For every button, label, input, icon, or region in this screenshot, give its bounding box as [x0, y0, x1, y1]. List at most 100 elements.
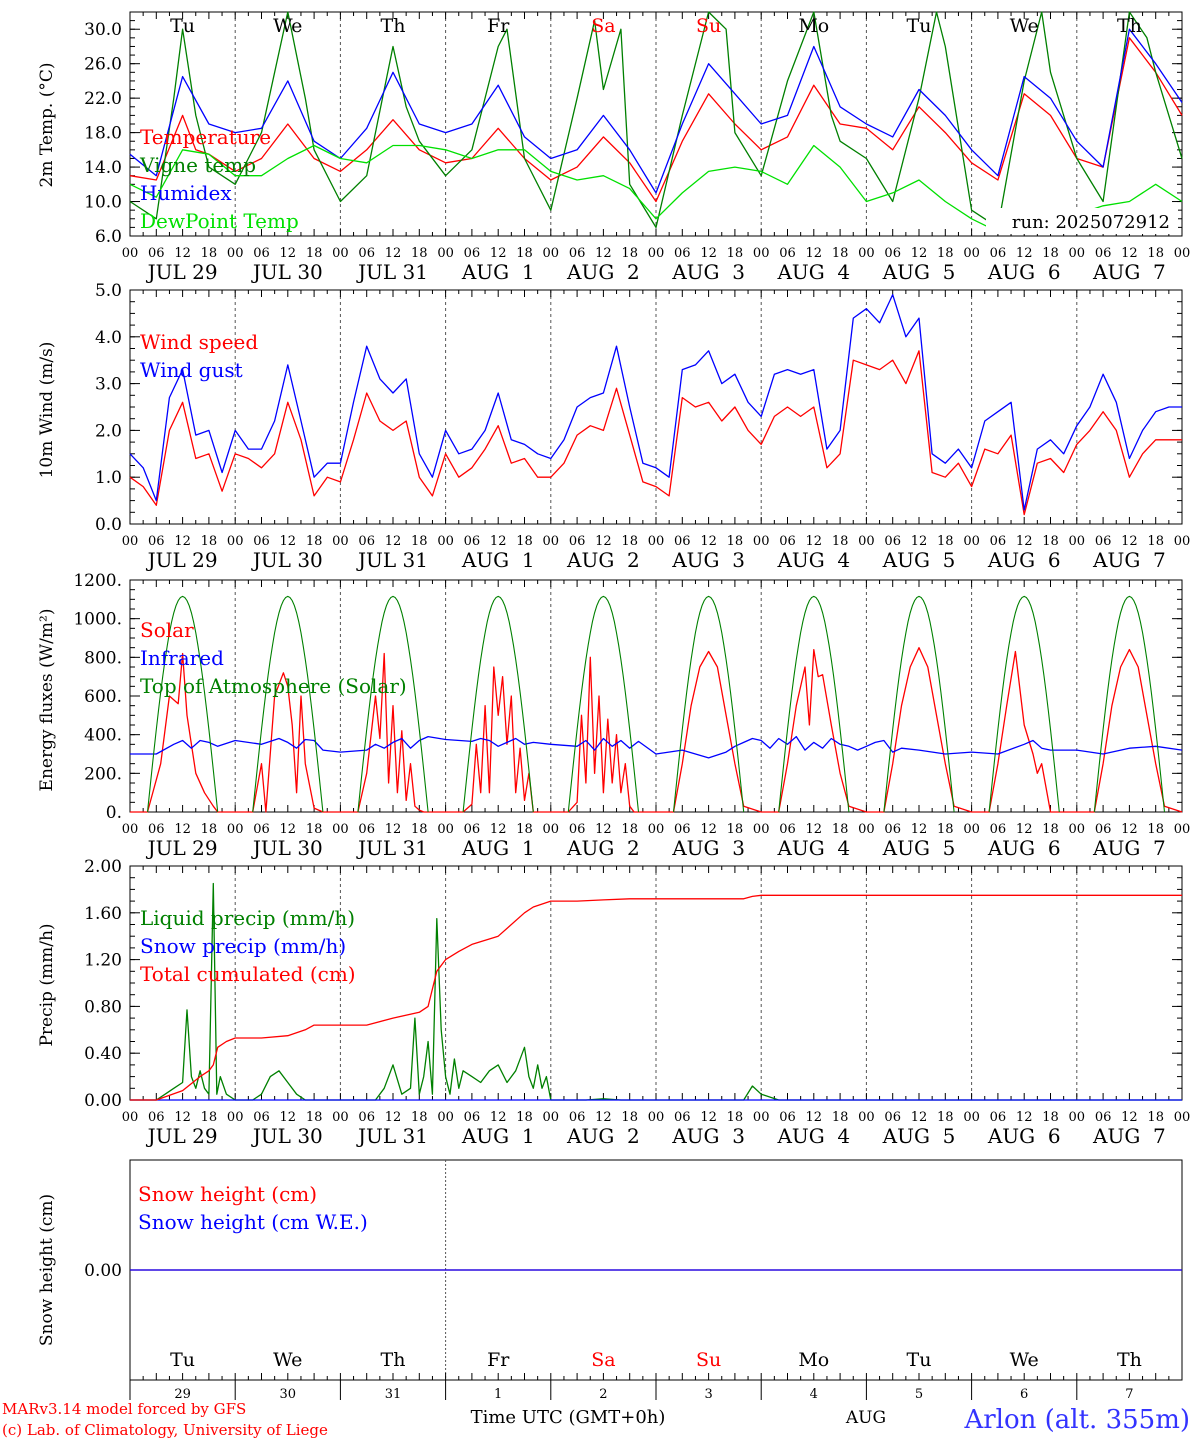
hour-label: 00: [1069, 534, 1086, 549]
date-label: AUG 2: [566, 260, 640, 284]
hour-label: 00: [332, 534, 349, 549]
hour-label: 18: [832, 1110, 849, 1125]
hour-label: 12: [806, 246, 823, 261]
date-label: AUG 2: [566, 1124, 640, 1148]
hour-label: 06: [569, 246, 586, 261]
hour-label: 18: [1042, 534, 1059, 549]
day-number: 30: [280, 1387, 297, 1402]
date-label: JUL 29: [146, 1124, 218, 1148]
hour-label: 06: [148, 534, 165, 549]
hour-label: 18: [832, 534, 849, 549]
date-label: JUL 29: [146, 260, 218, 284]
hour-label: 18: [306, 1110, 323, 1125]
hour-label: 12: [595, 822, 612, 837]
hour-label: 06: [464, 534, 481, 549]
y-tick-label: 1000.: [73, 610, 122, 630]
hour-label: 00: [543, 822, 560, 837]
hour-label: 18: [937, 246, 954, 261]
hour-label: 06: [884, 822, 901, 837]
date-label: JUL 29: [146, 836, 218, 860]
hour-label: 00: [753, 822, 770, 837]
hour-label: 12: [174, 1110, 191, 1125]
hour-label: 00: [1069, 1110, 1086, 1125]
legend-entry: Infrared: [140, 646, 224, 670]
date-label: AUG 5: [882, 836, 956, 860]
y-tick-label: 26.0: [84, 55, 122, 75]
date-label: AUG 7: [1092, 836, 1166, 860]
hour-label: 18: [937, 534, 954, 549]
y-tick-label: 0.00: [84, 1261, 122, 1281]
weekday-label: Mo: [798, 1349, 829, 1371]
hour-label: 18: [621, 246, 638, 261]
hour-label: 06: [1095, 534, 1112, 549]
run-label-bg: [986, 208, 1178, 234]
hour-label: 12: [1016, 534, 1033, 549]
hour-label: 06: [358, 1110, 375, 1125]
weekday-label: Th: [1117, 15, 1142, 37]
hour-label: 12: [385, 246, 402, 261]
y-axis-label: Snow height (cm): [37, 1194, 57, 1346]
y-tick-label: 600.: [84, 687, 122, 707]
date-label: AUG 4: [776, 1124, 850, 1148]
hour-label: 06: [674, 822, 691, 837]
hour-label: 18: [1147, 534, 1164, 549]
date-label: AUG 1: [461, 548, 535, 572]
hour-label: 06: [990, 1110, 1007, 1125]
series-line-solar: [130, 647, 1183, 813]
hour-label: 12: [174, 822, 191, 837]
date-label: JUL 29: [146, 548, 218, 572]
footer-month: AUG: [845, 1408, 886, 1428]
y-tick-label: 0.0: [95, 515, 122, 535]
hour-label: 18: [1147, 822, 1164, 837]
panel-4: 0.00 0.40 0.80 1.20 1.60 2.00 Precip (mm/h) 00 0…: [37, 857, 1190, 1148]
hour-label: 12: [806, 822, 823, 837]
hour-label: 18: [306, 534, 323, 549]
hour-label: 00: [122, 1110, 139, 1125]
hour-label: 18: [516, 534, 533, 549]
hour-label: 06: [569, 822, 586, 837]
y-tick-label: 30.0: [84, 20, 122, 40]
hour-label: 00: [437, 1110, 454, 1125]
date-label: AUG 3: [671, 836, 745, 860]
hour-label: 00: [543, 246, 560, 261]
day-number: 6: [1020, 1387, 1028, 1402]
hour-label: 00: [858, 246, 875, 261]
y-tick-label: 14.0: [84, 158, 122, 178]
hour-label: 06: [990, 246, 1007, 261]
hour-label: 18: [411, 822, 428, 837]
date-label: JUL 31: [356, 1124, 428, 1148]
hour-label: 00: [122, 534, 139, 549]
series-line-total-cumulated-cm-: [130, 894, 1182, 1101]
hour-label: 12: [806, 534, 823, 549]
hour-label: 00: [1069, 246, 1086, 261]
hour-label: 06: [674, 534, 691, 549]
hour-label: 06: [464, 1110, 481, 1125]
legend-entry: Snow height (cm W.E.): [138, 1210, 368, 1234]
y-tick-label: 1.0: [95, 468, 122, 488]
hour-label: 00: [963, 534, 980, 549]
hour-label: 12: [1016, 246, 1033, 261]
legend-entry: Vigne temp: [139, 153, 256, 177]
day-number: 2: [599, 1387, 607, 1402]
date-label: AUG 6: [987, 1124, 1061, 1148]
hour-label: 18: [411, 534, 428, 549]
legend-entry: Solar: [140, 618, 194, 642]
hour-label: 00: [963, 822, 980, 837]
series-line-vigne-temp: [129, 11, 1183, 229]
hour-label: 12: [700, 246, 717, 261]
legend-entry: Snow precip (mm/h): [140, 934, 346, 958]
date-label: AUG 4: [776, 836, 850, 860]
hour-label: 18: [1147, 246, 1164, 261]
date-label: AUG 1: [461, 260, 535, 284]
hour-label: 12: [595, 1110, 612, 1125]
hour-label: 12: [911, 822, 928, 837]
hour-label: 06: [884, 246, 901, 261]
hour-label: 00: [437, 822, 454, 837]
hour-label: 18: [306, 822, 323, 837]
date-label: JUL 31: [356, 836, 428, 860]
hour-label: 06: [358, 246, 375, 261]
hour-label: 00: [1174, 822, 1191, 837]
legend-entry: Snow height (cm): [138, 1182, 317, 1206]
